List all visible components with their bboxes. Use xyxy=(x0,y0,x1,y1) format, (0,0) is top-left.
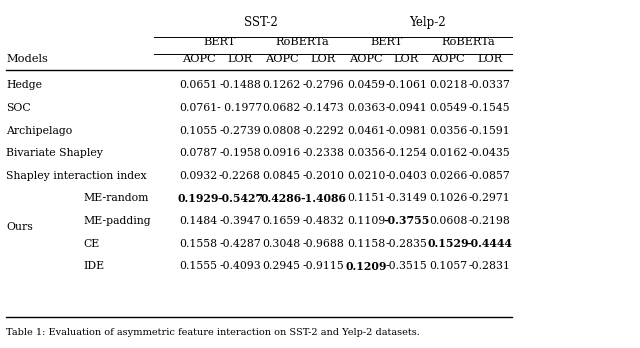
Text: 0.0461: 0.0461 xyxy=(347,126,385,135)
Text: SOC: SOC xyxy=(6,103,31,113)
Text: -0.4287: -0.4287 xyxy=(219,239,261,248)
Text: -0.3947: -0.3947 xyxy=(219,216,261,226)
Text: -0.3755: -0.3755 xyxy=(383,215,429,227)
Text: LOR: LOR xyxy=(394,54,419,64)
Text: -0.1488: -0.1488 xyxy=(219,80,261,90)
Text: 0.1262: 0.1262 xyxy=(262,80,301,90)
Text: 0.0210: 0.0210 xyxy=(347,171,385,181)
Text: 0.1055: 0.1055 xyxy=(179,126,218,135)
Text: 0.3048: 0.3048 xyxy=(262,239,301,248)
Text: 0.0549: 0.0549 xyxy=(429,103,467,113)
Text: BERT: BERT xyxy=(203,38,236,47)
Text: -0.9115: -0.9115 xyxy=(302,261,344,271)
Text: 0.0218: 0.0218 xyxy=(429,80,467,90)
Text: -0.2010: -0.2010 xyxy=(302,171,344,181)
Text: 0.0651: 0.0651 xyxy=(179,80,218,90)
Text: 0.0608: 0.0608 xyxy=(429,216,467,226)
Text: -0.4444: -0.4444 xyxy=(467,238,513,249)
Text: Models: Models xyxy=(6,54,48,64)
Text: -0.1591: -0.1591 xyxy=(468,126,511,135)
Text: -0.0941: -0.0941 xyxy=(385,103,428,113)
Text: LOR: LOR xyxy=(310,54,336,64)
Text: -0.1958: -0.1958 xyxy=(219,148,261,158)
Text: -0.1254: -0.1254 xyxy=(385,148,428,158)
Text: -0.2198: -0.2198 xyxy=(468,216,511,226)
Text: -0.3515: -0.3515 xyxy=(385,261,428,271)
Text: 0.0682: 0.0682 xyxy=(262,103,301,113)
Text: 0.1158: 0.1158 xyxy=(347,239,385,248)
Text: RoBERTa: RoBERTa xyxy=(276,38,329,47)
Text: Table 1: Evaluation of asymmetric feature interaction on SST-2 and Yelp-2 datase: Table 1: Evaluation of asymmetric featur… xyxy=(6,328,420,337)
Text: 0.1659: 0.1659 xyxy=(262,216,301,226)
Text: 0.0266: 0.0266 xyxy=(429,171,467,181)
Text: 0.0356: 0.0356 xyxy=(429,126,467,135)
Text: 0.1209: 0.1209 xyxy=(346,261,387,272)
Text: 0.0845: 0.0845 xyxy=(262,171,301,181)
Text: 0.1109: 0.1109 xyxy=(347,216,385,226)
Text: -0.2292: -0.2292 xyxy=(302,126,344,135)
Text: 0.2945: 0.2945 xyxy=(262,261,301,271)
Text: LOR: LOR xyxy=(227,54,253,64)
Text: AOPC: AOPC xyxy=(349,54,383,64)
Text: -0.0435: -0.0435 xyxy=(468,148,511,158)
Text: 0.1026: 0.1026 xyxy=(429,193,467,203)
Text: -0.2831: -0.2831 xyxy=(468,261,511,271)
Text: -0.0337: -0.0337 xyxy=(468,80,511,90)
Text: Shapley interaction index: Shapley interaction index xyxy=(6,171,147,181)
Text: 0.0761: 0.0761 xyxy=(179,103,218,113)
Text: 0.0363: 0.0363 xyxy=(347,103,385,113)
Text: -0.2971: -0.2971 xyxy=(468,193,511,203)
Text: 0.4286: 0.4286 xyxy=(261,193,302,204)
Text: -0.1545: -0.1545 xyxy=(468,103,511,113)
Text: Bivariate Shapley: Bivariate Shapley xyxy=(6,148,103,158)
Text: -0.2338: -0.2338 xyxy=(302,148,344,158)
Text: 0.1555: 0.1555 xyxy=(179,261,218,271)
Text: 0.1929: 0.1929 xyxy=(178,193,219,204)
Text: -0.2739: -0.2739 xyxy=(219,126,261,135)
Text: IDE: IDE xyxy=(83,261,104,271)
Text: 0.0787: 0.0787 xyxy=(179,148,218,158)
Text: 0.0459: 0.0459 xyxy=(347,80,385,90)
Text: -0.4093: -0.4093 xyxy=(219,261,261,271)
Text: ME-random: ME-random xyxy=(83,193,148,203)
Text: AOPC: AOPC xyxy=(431,54,465,64)
Text: -0.1061: -0.1061 xyxy=(385,80,428,90)
Text: 0.0932: 0.0932 xyxy=(179,171,218,181)
Text: -0.2835: -0.2835 xyxy=(385,239,428,248)
Text: RoBERTa: RoBERTa xyxy=(442,38,495,47)
Text: -1.4086: -1.4086 xyxy=(300,193,346,204)
Text: CE: CE xyxy=(83,239,99,248)
Text: Yelp-2: Yelp-2 xyxy=(410,16,446,29)
Text: -0.2796: -0.2796 xyxy=(302,80,344,90)
Text: 0.1484: 0.1484 xyxy=(179,216,218,226)
Text: -0.4832: -0.4832 xyxy=(302,216,344,226)
Text: -0.2268: -0.2268 xyxy=(219,171,261,181)
Text: 0.1558: 0.1558 xyxy=(179,239,218,248)
Text: AOPC: AOPC xyxy=(265,54,298,64)
Text: Ours: Ours xyxy=(6,222,33,232)
Text: Hedge: Hedge xyxy=(6,80,42,90)
Text: ME-padding: ME-padding xyxy=(83,216,151,226)
Text: AOPC: AOPC xyxy=(182,54,215,64)
Text: 0.1057: 0.1057 xyxy=(429,261,467,271)
Text: -0.0857: -0.0857 xyxy=(468,171,511,181)
Text: 0.0916: 0.0916 xyxy=(262,148,301,158)
Text: - 0.1977: - 0.1977 xyxy=(218,103,262,113)
Text: 0.0356: 0.0356 xyxy=(347,148,385,158)
Text: -0.3149: -0.3149 xyxy=(385,193,428,203)
Text: Archipelago: Archipelago xyxy=(6,126,73,135)
Text: -0.0403: -0.0403 xyxy=(385,171,428,181)
Text: 0.0808: 0.0808 xyxy=(262,126,301,135)
Text: 0.1529: 0.1529 xyxy=(428,238,468,249)
Text: -0.5427: -0.5427 xyxy=(217,193,263,204)
Text: BERT: BERT xyxy=(370,38,403,47)
Text: LOR: LOR xyxy=(477,54,502,64)
Text: -0.0981: -0.0981 xyxy=(385,126,428,135)
Text: -0.9688: -0.9688 xyxy=(302,239,344,248)
Text: 0.0162: 0.0162 xyxy=(429,148,467,158)
Text: SST-2: SST-2 xyxy=(244,16,278,29)
Text: 0.1151: 0.1151 xyxy=(347,193,385,203)
Text: -0.1473: -0.1473 xyxy=(302,103,344,113)
